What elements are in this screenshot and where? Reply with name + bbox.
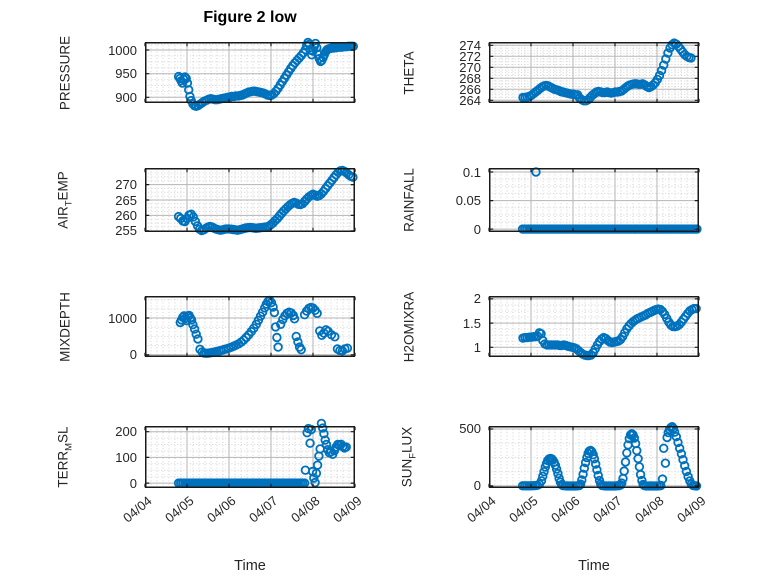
- rainfall-plot-area: [488, 167, 702, 234]
- y-tick-label: 1: [473, 339, 481, 355]
- subplot-h2omixra: 1 1.5 2 H2OMIXRA: [402, 291, 701, 362]
- y-tick-label: 0: [129, 475, 137, 491]
- terr-msl-plot-area: [144, 418, 356, 488]
- y-axis-label: MIXDEPTH: [57, 291, 73, 362]
- major-grid: [489, 426, 699, 488]
- y-axis-label: PRESSURE: [57, 35, 73, 110]
- y-tick-label: 900: [115, 89, 137, 105]
- subplot-pressure: 900 950 1000 PRESSURE: [58, 35, 358, 112]
- major-grid: [489, 168, 699, 232]
- axes-box: [489, 296, 699, 357]
- axes-box: [489, 42, 699, 103]
- y-tick-label: 0.1: [462, 164, 481, 180]
- figure-title: Figure 2 low: [203, 9, 297, 26]
- x-tick-label: 04/07: [590, 493, 625, 526]
- x-tick-label: 04/04: [464, 493, 499, 526]
- axes-box: [145, 296, 355, 357]
- y-tick-label: 270: [459, 59, 481, 75]
- y-tick-label: 2: [473, 291, 481, 307]
- y-axis-label: H2OMIXRA: [401, 291, 417, 362]
- y-tick-label: 950: [115, 66, 137, 82]
- y-tick-label: 268: [459, 70, 481, 86]
- tick-marks: [488, 426, 700, 488]
- y-tick-label: 0: [473, 478, 481, 494]
- tick-marks: [488, 168, 700, 232]
- tick-marks: [144, 426, 356, 488]
- mixdepth-markers: [175, 295, 353, 358]
- sun-flux-markers: [517, 422, 702, 491]
- y-axis-label: TERRMSL: [55, 426, 75, 488]
- y-tick-label: 0: [473, 221, 481, 237]
- minor-grid: [489, 168, 699, 232]
- pressure-plot-area: [144, 37, 358, 112]
- subplot-theta: 264 266 268 270 272 274 THETA: [402, 38, 700, 107]
- subplot-air-temp: 255 260 265 270 AIRTEMP: [56, 165, 358, 237]
- axes-box: [489, 426, 699, 488]
- x-axis-title: Time: [578, 558, 610, 574]
- x-tick-label: 04/06: [204, 493, 239, 526]
- tick-marks: [144, 168, 356, 232]
- y-axis-label: SUNFLUX: [399, 426, 419, 488]
- subplot-terr-msl: 0 100 200 TERRMSL 04/04 04/05 04/06 04/07 04/08 0…: [56, 418, 365, 574]
- y-tick-label: 1.5: [462, 315, 481, 331]
- y-tick-label: 264: [459, 92, 481, 108]
- y-tick-label: 1000: [108, 310, 137, 326]
- minor-grid: [489, 426, 699, 488]
- tick-marks: [488, 42, 700, 103]
- x-tick-label: 04/09: [330, 493, 365, 526]
- y-tick-label: 1000: [108, 42, 137, 58]
- major-grid: [145, 168, 355, 232]
- x-tick-label: 04/09: [674, 493, 709, 526]
- air-temp-plot-area: [144, 165, 358, 236]
- x-tick-label: 04/04: [120, 493, 155, 526]
- tick-marks: [144, 296, 356, 357]
- x-tick-label: 04/08: [288, 493, 323, 526]
- x-axis-title: Time: [234, 558, 266, 574]
- theta-markers: [518, 38, 696, 106]
- y-axis-label: RAINFALL: [401, 168, 417, 232]
- y-tick-label: 265: [115, 192, 137, 208]
- y-axis-label: THETA: [401, 50, 417, 95]
- y-tick-label: 266: [459, 81, 481, 97]
- x-tick-label: 04/08: [632, 493, 667, 526]
- tick-marks: [488, 296, 700, 357]
- subplot-mixdepth: 0 1000 MIXDEPTH: [58, 292, 356, 361]
- theta-plot-area: [488, 38, 700, 106]
- tick-marks: [144, 42, 356, 103]
- terr-msl-markers: [173, 418, 351, 488]
- mixdepth-plot-area: [144, 295, 356, 358]
- y-tick-label: 500: [459, 421, 481, 437]
- x-tick-label: 04/05: [162, 493, 197, 526]
- x-tick-label: 04/06: [548, 493, 583, 526]
- y-tick-label: 100: [115, 449, 137, 465]
- pressure-markers: [173, 37, 358, 112]
- y-tick-label: 274: [459, 37, 481, 53]
- y-tick-label: 270: [115, 177, 137, 193]
- y-tick-label: 200: [115, 424, 137, 440]
- major-grid: [145, 42, 355, 103]
- x-tick-label: 04/07: [246, 493, 281, 526]
- minor-grid: [489, 42, 699, 103]
- x-tick-label: 04/05: [506, 493, 541, 526]
- y-tick-label: 0.05: [455, 193, 481, 209]
- h2omixra-markers: [518, 303, 701, 361]
- y-tick-label: 272: [459, 48, 481, 64]
- rainfall-markers: [517, 167, 702, 234]
- h2omixra-plot-area: [488, 296, 701, 361]
- y-tick-label: 0: [129, 347, 137, 363]
- subplot-sun-flux: 0 500 SUNFLUX 04/04 04/05 04/06 04/07 04/08 04/0…: [400, 422, 709, 574]
- y-axis-label: AIRTEMP: [55, 171, 75, 229]
- y-tick-label: 255: [115, 223, 137, 239]
- axes-box: [145, 42, 355, 103]
- sun-flux-plot-area: [488, 422, 702, 491]
- y-tick-label: 260: [115, 207, 137, 223]
- subplot-rainfall: 0 0.05 0.1 RAINFALL: [402, 166, 702, 236]
